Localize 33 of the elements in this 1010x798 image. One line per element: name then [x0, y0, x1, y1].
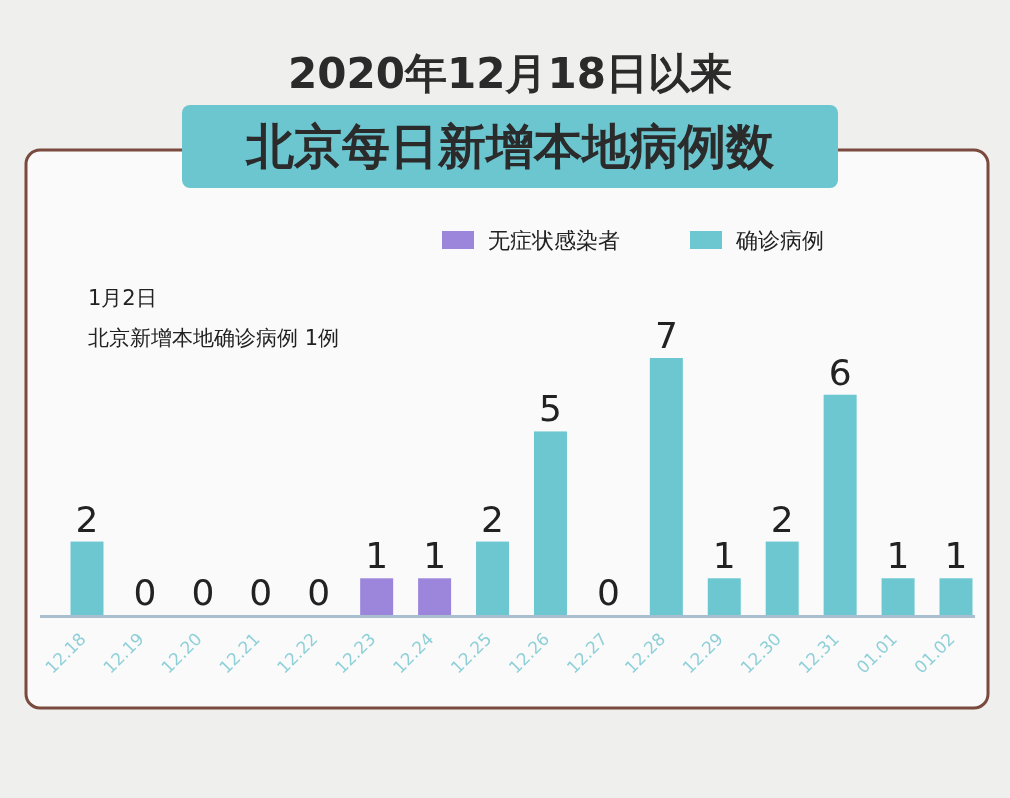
bar: [707, 578, 741, 615]
data-label: 1: [423, 535, 447, 577]
text: 北京新增本地确诊病例 1例: [88, 326, 340, 350]
bar: [476, 541, 510, 615]
chart-subtitle: 北京每日新增本地病例数: [245, 118, 775, 174]
data-label: 1: [886, 535, 910, 577]
data-label: 6: [828, 351, 852, 393]
bar: [70, 541, 104, 615]
bar: [533, 431, 567, 615]
data-label: 0: [191, 572, 215, 613]
data-label: 2: [770, 498, 794, 540]
data-label: 5: [539, 388, 562, 430]
bar: [360, 578, 394, 615]
text: 1月2日: [88, 286, 157, 310]
data-label: 0: [249, 572, 273, 613]
data-label: 2: [481, 498, 504, 540]
bar: [939, 578, 973, 615]
data-label: 7: [654, 315, 678, 356]
data-label: 1: [712, 535, 736, 577]
data-label: 1: [944, 535, 968, 577]
data-label: 1: [365, 535, 389, 577]
bar: [649, 358, 683, 615]
data-label: 0: [133, 572, 157, 613]
data-label: 2: [75, 498, 99, 540]
bar: [765, 541, 799, 615]
data-label: 0: [307, 572, 331, 613]
chart-title: 2020年12月18日以来: [288, 49, 732, 98]
bar: [881, 578, 915, 615]
bar: [418, 578, 452, 615]
legend-label: 无症状感染者: [488, 228, 620, 253]
legend-label: 确诊病例: [735, 228, 824, 253]
bar: [823, 394, 857, 615]
data-label: 0: [596, 572, 620, 613]
